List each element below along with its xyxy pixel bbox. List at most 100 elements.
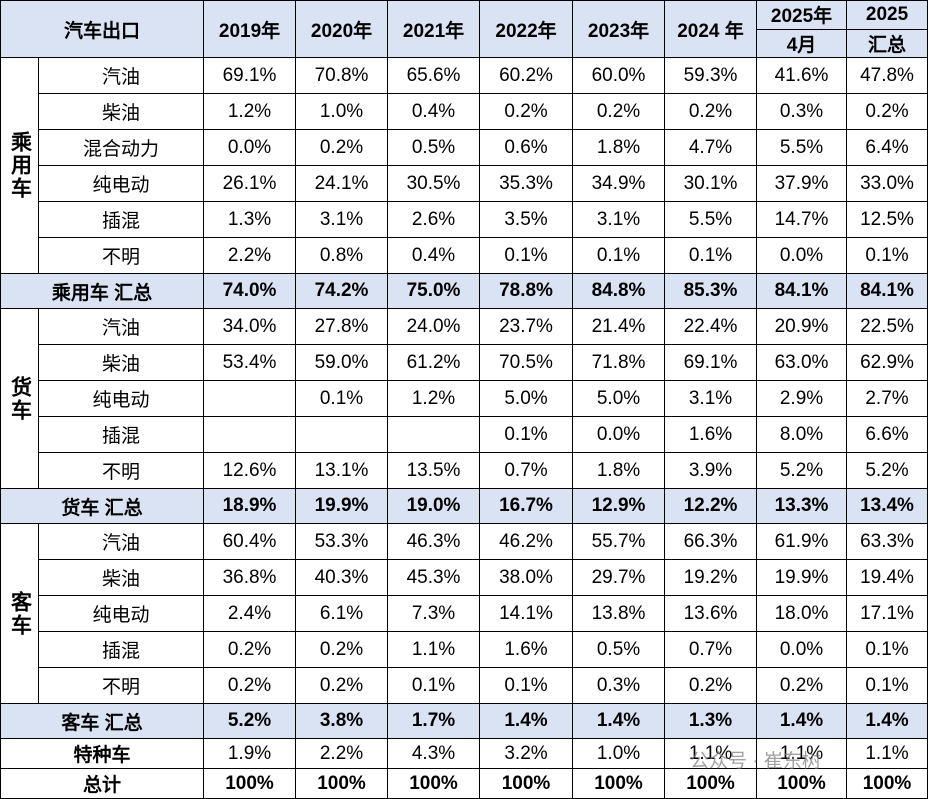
value-cell: 13.5% (387, 452, 481, 489)
value-cell: 53.4% (203, 344, 297, 381)
header-line: 2025 (847, 2, 927, 30)
group-label: 乘用车 (0, 57, 39, 274)
total-label: 货车 汇总 (0, 488, 205, 524)
value-cell: 33.0% (846, 165, 928, 202)
header-split: 2025年 4月 (757, 2, 846, 57)
value-cell: 5.0% (479, 380, 574, 417)
grand-total-row: 总计 100% 100% 100% 100% 100% 100% 100% 100% (0, 768, 928, 799)
header-cell: 2021年 (387, 0, 481, 58)
value-cell: 46.3% (387, 523, 481, 560)
data-row: 乘用车 汽油 69.1% 70.8% 65.6% 60.2% 60.0% 59.3% 41.6%… (0, 57, 928, 274)
value-cell: 53.3% (295, 523, 389, 560)
value-cell: 17.1% (846, 595, 928, 632)
value-cell: 1.4% (846, 703, 928, 739)
value-cell: 0.2% (846, 93, 928, 130)
value-cell (387, 416, 481, 453)
value-cell: 69.1% (664, 344, 758, 381)
value-cell: 100% (479, 768, 574, 799)
value-cell: 1.9% (203, 738, 297, 769)
row-name: 柴油 (37, 559, 205, 596)
header-cell: 2025年 4月 (756, 0, 848, 58)
value-cell: 13.6% (664, 595, 758, 632)
value-cell: 12.5% (846, 201, 928, 238)
header-row: 汽车出口 2019年 2020年 2021年 2022年 2023年 2024 年 2025年… (0, 0, 928, 58)
value-cell: 74.0% (203, 273, 297, 309)
value-cell: 19.9% (295, 488, 389, 524)
row-name: 纯电动 (37, 165, 205, 202)
data-row: 插混 1.3% 3.1% 2.6% 3.5% 3.1% 5.5% 14.7% 12.5% (1, 201, 928, 238)
header-line: 汇总 (868, 34, 907, 56)
value-cell: 6.6% (846, 416, 928, 453)
value-cell: 6.4% (846, 129, 928, 166)
value-cell: 62.9% (846, 344, 928, 381)
value-cell: 5.0% (572, 380, 666, 417)
header-cell: 2023年 (572, 0, 666, 58)
data-row: 纯电动 2.4% 6.1% 7.3% 14.1% 13.8% 13.6% 18.0% 17.1% (1, 595, 928, 632)
special-row: 特种车 1.9% 2.2% 4.3% 3.2% 1.0% 1.1% 1.1% 1.1% (0, 738, 928, 769)
value-cell: 84.1% (756, 273, 848, 309)
total-row: 乘用车 汇总 74.0% 74.2% 75.0% 78.8% 84.8% 85.3% 84.1… (0, 273, 928, 309)
value-cell: 0.1% (846, 667, 928, 704)
value-cell: 27.8% (295, 308, 389, 345)
value-cell: 26.1% (203, 165, 297, 202)
value-cell: 34.0% (203, 308, 297, 345)
group-label: 客车 (0, 523, 39, 704)
row-name: 纯电动 (37, 380, 205, 417)
value-cell: 5.2% (846, 452, 928, 489)
header-cell: 汽车出口 (0, 0, 205, 58)
value-cell: 0.1% (479, 237, 574, 274)
value-cell: 100% (203, 768, 297, 799)
value-cell: 35.3% (479, 165, 574, 202)
value-cell: 5.5% (756, 129, 848, 166)
data-row: 柴油 36.8% 40.3% 45.3% 38.0% 29.7% 19.2% 19.9% 19.… (1, 559, 928, 596)
value-cell: 6.1% (295, 595, 389, 632)
value-cell: 47.8% (846, 57, 928, 94)
total-label: 乘用车 汇总 (0, 273, 205, 309)
value-cell: 30.1% (664, 165, 758, 202)
value-cell: 30.5% (387, 165, 481, 202)
row-name: 不明 (37, 667, 205, 704)
value-cell: 78.8% (479, 273, 574, 309)
value-cell: 84.1% (846, 273, 928, 309)
value-cell: 23.7% (479, 308, 574, 345)
row-name: 插混 (37, 201, 205, 238)
data-row: 客车 汽油 60.4% 53.3% 46.3% 46.2% 55.7% 66.3% 61.9% 6… (0, 523, 928, 704)
value-cell: 36.8% (203, 559, 297, 596)
row-name: 汽油 (37, 308, 205, 345)
value-cell: 5.5% (664, 201, 758, 238)
value-cell: 1.0% (295, 93, 389, 130)
value-cell: 22.5% (846, 308, 928, 345)
data-row: 不明 12.6% 13.1% 13.5% 0.7% 1.8% 3.9% 5.2% 5.2% (1, 452, 928, 489)
value-cell: 1.2% (387, 380, 481, 417)
value-cell: 0.4% (387, 93, 481, 130)
value-cell: 4.3% (387, 738, 481, 769)
value-cell: 1.0% (572, 738, 666, 769)
value-cell: 8.0% (756, 416, 848, 453)
value-cell: 61.9% (756, 523, 848, 560)
value-cell: 1.6% (664, 416, 758, 453)
value-cell: 13.8% (572, 595, 666, 632)
value-cell: 66.3% (664, 523, 758, 560)
value-cell: 0.1% (295, 380, 389, 417)
group-label: 货车 (0, 308, 39, 489)
header-line: 4月 (786, 34, 817, 56)
value-cell: 0.0% (756, 631, 848, 668)
value-cell: 2.7% (846, 380, 928, 417)
value-cell: 19.4% (846, 559, 928, 596)
row-name: 混合动力 (37, 129, 205, 166)
value-cell: 0.2% (295, 667, 389, 704)
value-cell: 3.1% (572, 201, 666, 238)
value-cell: 12.6% (203, 452, 297, 489)
value-cell: 4.7% (664, 129, 758, 166)
value-cell: 84.8% (572, 273, 666, 309)
value-cell: 1.8% (572, 129, 666, 166)
value-cell: 19.2% (664, 559, 758, 596)
row-name: 柴油 (37, 93, 205, 130)
value-cell: 1.2% (203, 93, 297, 130)
value-cell: 0.6% (479, 129, 574, 166)
value-cell: 0.2% (295, 631, 389, 668)
value-cell: 75.0% (387, 273, 481, 309)
value-cell: 0.1% (846, 237, 928, 274)
